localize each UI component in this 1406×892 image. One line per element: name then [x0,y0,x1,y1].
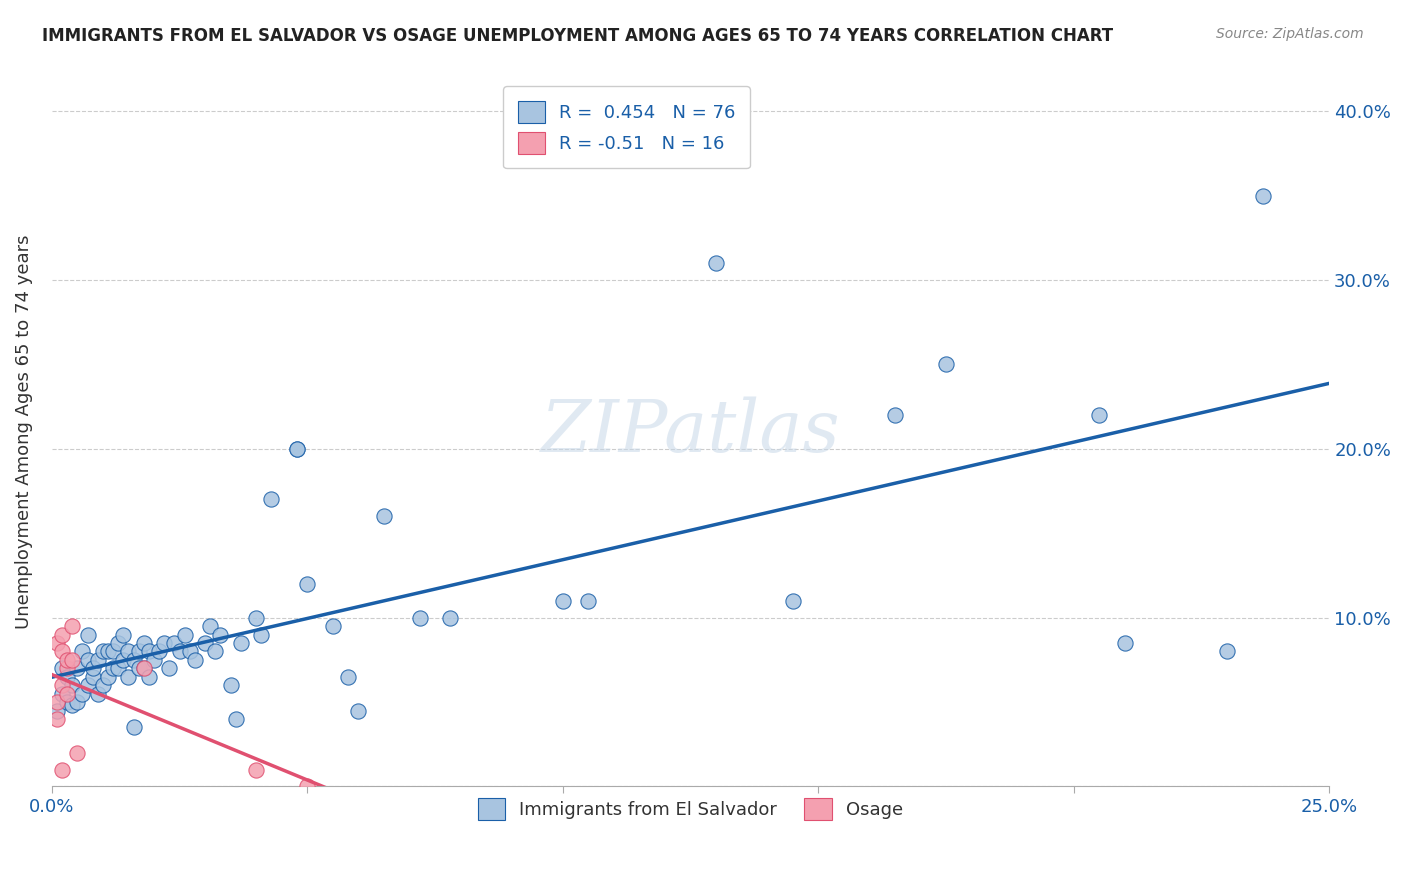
Point [117,644,139,658]
Point [107,661,129,675]
Point [128,661,150,675]
Point [408,610,430,624]
Point [45,712,67,726]
Point [101,661,124,675]
Point [122,720,145,734]
Point [122,653,145,667]
Point [157,661,180,675]
Point [76,653,98,667]
Point [1114,636,1136,650]
Point [51,644,73,658]
Text: Source: ZipAtlas.com: Source: ZipAtlas.com [1216,27,1364,41]
Point [782,594,804,608]
Point [179,644,201,658]
Point [297,577,319,591]
Point [297,780,319,794]
Point [142,653,165,667]
Point [883,408,905,422]
Point [45,695,67,709]
Point [60,653,83,667]
Point [138,644,160,658]
Point [66,661,89,675]
Point [87,653,110,667]
Point [107,636,129,650]
Point [72,687,94,701]
Point [66,746,89,760]
Point [45,636,67,650]
Point [97,670,120,684]
Point [128,644,150,658]
Point [138,670,160,684]
Point [56,670,79,684]
Point [56,661,79,675]
Point [1216,644,1239,658]
Point [87,687,110,701]
Point [51,678,73,692]
Point [66,695,89,709]
Point [148,644,170,658]
Point [245,763,267,777]
Point [250,627,273,641]
Point [51,763,73,777]
Point [132,661,155,675]
Point [112,653,135,667]
Point [184,653,207,667]
Point [72,644,94,658]
Point [56,653,79,667]
Point [285,442,308,456]
Point [576,594,599,608]
Legend: Immigrants from El Salvador, Osage: Immigrants from El Salvador, Osage [464,783,918,834]
Point [194,636,217,650]
Point [322,619,344,633]
Point [91,678,114,692]
Point [97,644,120,658]
Point [117,670,139,684]
Point [1251,188,1274,202]
Point [82,670,104,684]
Point [76,678,98,692]
Point [935,358,957,372]
Point [132,661,155,675]
Point [173,627,195,641]
Y-axis label: Unemployment Among Ages 65 to 74 years: Unemployment Among Ages 65 to 74 years [15,235,32,629]
Point [51,687,73,701]
Point [51,627,73,641]
Point [56,695,79,709]
Point [56,687,79,701]
Point [91,644,114,658]
Point [337,670,360,684]
Point [60,678,83,692]
Point [1088,408,1111,422]
Point [245,610,267,624]
Point [132,636,155,650]
Point [60,698,83,713]
Point [219,678,242,692]
Text: ZIPatlas: ZIPatlas [541,397,841,467]
Point [45,704,67,718]
Point [225,712,247,726]
Point [285,442,308,456]
Point [101,644,124,658]
Point [51,661,73,675]
Point [439,610,461,624]
Point [260,492,283,507]
Point [209,627,232,641]
Text: IMMIGRANTS FROM EL SALVADOR VS OSAGE UNEMPLOYMENT AMONG AGES 65 TO 74 YEARS CORR: IMMIGRANTS FROM EL SALVADOR VS OSAGE UNE… [42,27,1114,45]
Point [153,636,176,650]
Point [704,256,727,270]
Point [551,594,574,608]
Point [163,636,186,650]
Point [347,704,370,718]
Point [229,636,252,650]
Point [112,627,135,641]
Point [204,644,226,658]
Point [82,661,104,675]
Point [76,627,98,641]
Point [60,619,83,633]
Point [169,644,191,658]
Point [198,619,221,633]
Point [373,509,395,524]
